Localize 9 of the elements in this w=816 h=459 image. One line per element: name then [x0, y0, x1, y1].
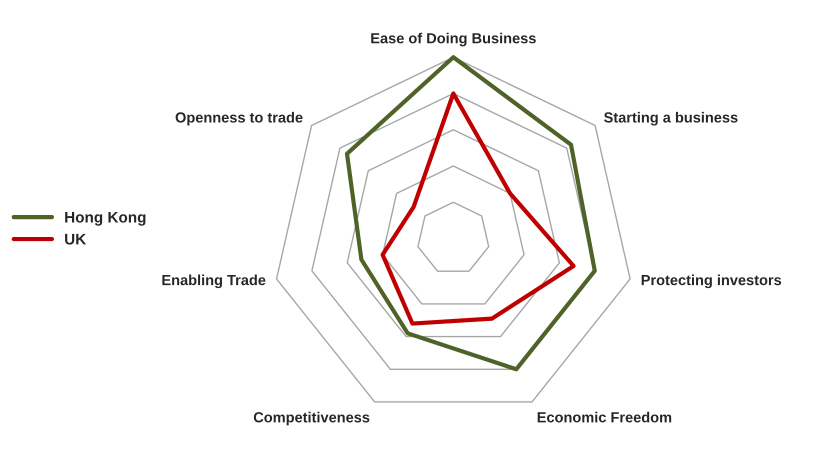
legend-label: Hong Kong: [65, 212, 146, 226]
spoke-label: Competitiveness: [254, 412, 370, 426]
spoke-label: Ease of Doing Business: [371, 32, 536, 46]
spoke-label: Openness to trade: [176, 112, 303, 126]
spoke-label: Economic Freedom: [538, 412, 672, 422]
spoke-label: Enabling Trade: [162, 274, 266, 288]
spoke-label: Protecting investors: [642, 274, 782, 288]
spoke-label: Starting a business: [604, 112, 738, 126]
legend-label: UK: [65, 234, 86, 245]
